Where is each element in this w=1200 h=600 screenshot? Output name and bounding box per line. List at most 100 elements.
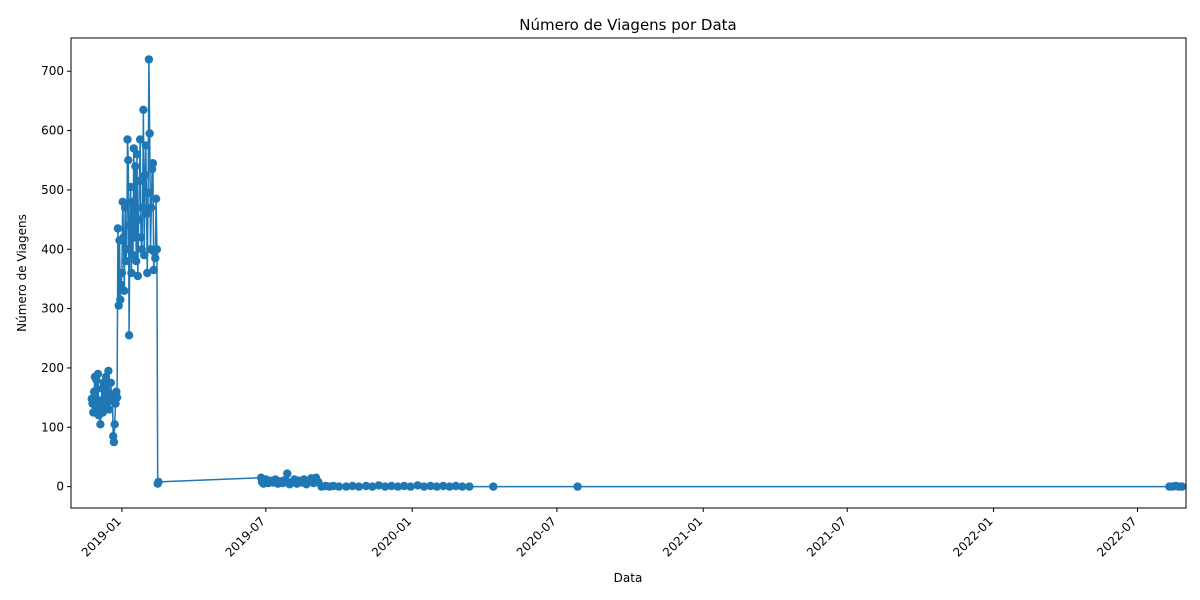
plot-frame <box>70 37 1187 509</box>
x-axis: 2019-01 2019-07 2020-01 2020-07 2021-01 2021-… <box>79 508 1140 560</box>
data-point-124 <box>393 482 403 491</box>
data-point-22 <box>105 405 114 414</box>
y-tick-label-600: 600 <box>41 124 64 138</box>
data-point-42 <box>120 203 130 212</box>
data-point-122 <box>380 482 390 491</box>
series-points-group <box>87 55 1187 491</box>
y-tick-label-300: 300 <box>41 302 64 316</box>
data-point-126 <box>406 482 415 491</box>
x-axis-label: Data <box>614 571 643 585</box>
data-point-46 <box>124 156 133 165</box>
data-point-67 <box>140 170 150 180</box>
data-point-29 <box>110 420 119 429</box>
x-tick-label-2020-07: 2020-07 <box>514 514 559 559</box>
data-point-45 <box>123 135 132 144</box>
data-point-115 <box>334 482 344 491</box>
data-point-121 <box>374 481 383 490</box>
data-point-75 <box>147 203 156 212</box>
data-point-125 <box>400 481 409 491</box>
data-point-64 <box>138 203 147 212</box>
data-point-81 <box>151 194 161 203</box>
x-tick-label-2022-07: 2022-07 <box>1094 514 1139 559</box>
data-point-123 <box>387 481 396 491</box>
data-point-62 <box>136 233 146 242</box>
data-point-44 <box>122 245 131 254</box>
data-point-134 <box>458 482 467 491</box>
data-point-40 <box>119 233 128 242</box>
data-point-50 <box>127 268 136 278</box>
data-point-65 <box>139 105 148 115</box>
data-point-59 <box>134 215 143 224</box>
y-tick-label-500: 500 <box>41 183 64 197</box>
data-point-116 <box>342 482 351 491</box>
data-point-69 <box>142 209 151 218</box>
data-point-82 <box>152 245 162 254</box>
data-point-55 <box>131 162 140 171</box>
x-tick-label-2022-01: 2022-01 <box>950 514 995 559</box>
data-point-57 <box>132 150 142 159</box>
data-point-41 <box>120 286 129 295</box>
data-point-78 <box>149 265 158 275</box>
data-point-71 <box>143 188 153 198</box>
data-point-142 <box>1177 482 1187 491</box>
data-point-84 <box>154 477 163 487</box>
x-tick-label-2021-07: 2021-07 <box>804 514 849 559</box>
y-tick-label-400: 400 <box>41 242 64 256</box>
y-tick-label-700: 700 <box>41 64 64 78</box>
x-tick-label-2021-01: 2021-01 <box>660 514 705 559</box>
data-point-21 <box>104 366 113 376</box>
y-axis: 0 100 200 300 400 500 600 700 <box>41 64 71 494</box>
data-point-49 <box>126 182 135 192</box>
data-point-24 <box>106 378 116 387</box>
data-point-129 <box>426 481 435 491</box>
y-tick-label-0: 0 <box>56 480 64 494</box>
x-tick-label-2019-07: 2019-07 <box>223 514 268 559</box>
data-point-132 <box>445 482 454 491</box>
data-point-117 <box>348 481 357 491</box>
data-point-73 <box>145 129 154 138</box>
data-point-97 <box>283 469 292 478</box>
data-point-137 <box>573 482 582 491</box>
y-tick-label-200: 200 <box>41 361 64 375</box>
data-point-119 <box>361 481 371 491</box>
data-point-54 <box>130 233 139 242</box>
plot-background <box>71 38 1186 508</box>
data-point-130 <box>432 482 441 491</box>
data-point-58 <box>133 271 142 281</box>
data-point-38 <box>117 268 127 278</box>
data-point-66 <box>140 251 149 260</box>
data-point-133 <box>451 481 461 491</box>
x-tick-label-2020-01: 2020-01 <box>369 514 414 559</box>
data-point-72 <box>144 55 154 64</box>
data-point-77 <box>148 159 158 168</box>
data-point-28 <box>109 437 119 447</box>
data-point-135 <box>465 482 474 491</box>
chart-title: Número de Viagens por Data <box>519 16 736 34</box>
data-point-47 <box>124 331 134 340</box>
data-point-131 <box>439 481 448 491</box>
data-point-32 <box>112 393 122 402</box>
data-point-61 <box>136 135 145 144</box>
data-point-51 <box>128 197 137 206</box>
y-tick-label-100: 100 <box>41 420 64 434</box>
data-point-48 <box>125 221 135 230</box>
data-point-127 <box>413 481 422 490</box>
data-point-118 <box>354 482 364 491</box>
data-point-36 <box>116 295 125 304</box>
y-axis-label: Número de Viagens <box>15 214 29 332</box>
data-point-120 <box>368 482 377 491</box>
data-point-56 <box>132 256 141 266</box>
data-point-60 <box>135 176 144 186</box>
data-point-80 <box>151 254 160 263</box>
data-point-68 <box>141 141 150 150</box>
data-point-3 <box>89 387 99 396</box>
data-point-128 <box>419 482 429 491</box>
data-point-43 <box>121 256 131 266</box>
data-point-70 <box>143 268 152 278</box>
data-point-8 <box>93 369 103 379</box>
data-point-136 <box>489 482 498 491</box>
data-point-33 <box>113 224 123 233</box>
x-tick-label-2019-01: 2019-01 <box>79 514 124 559</box>
data-point-11 <box>96 420 105 429</box>
